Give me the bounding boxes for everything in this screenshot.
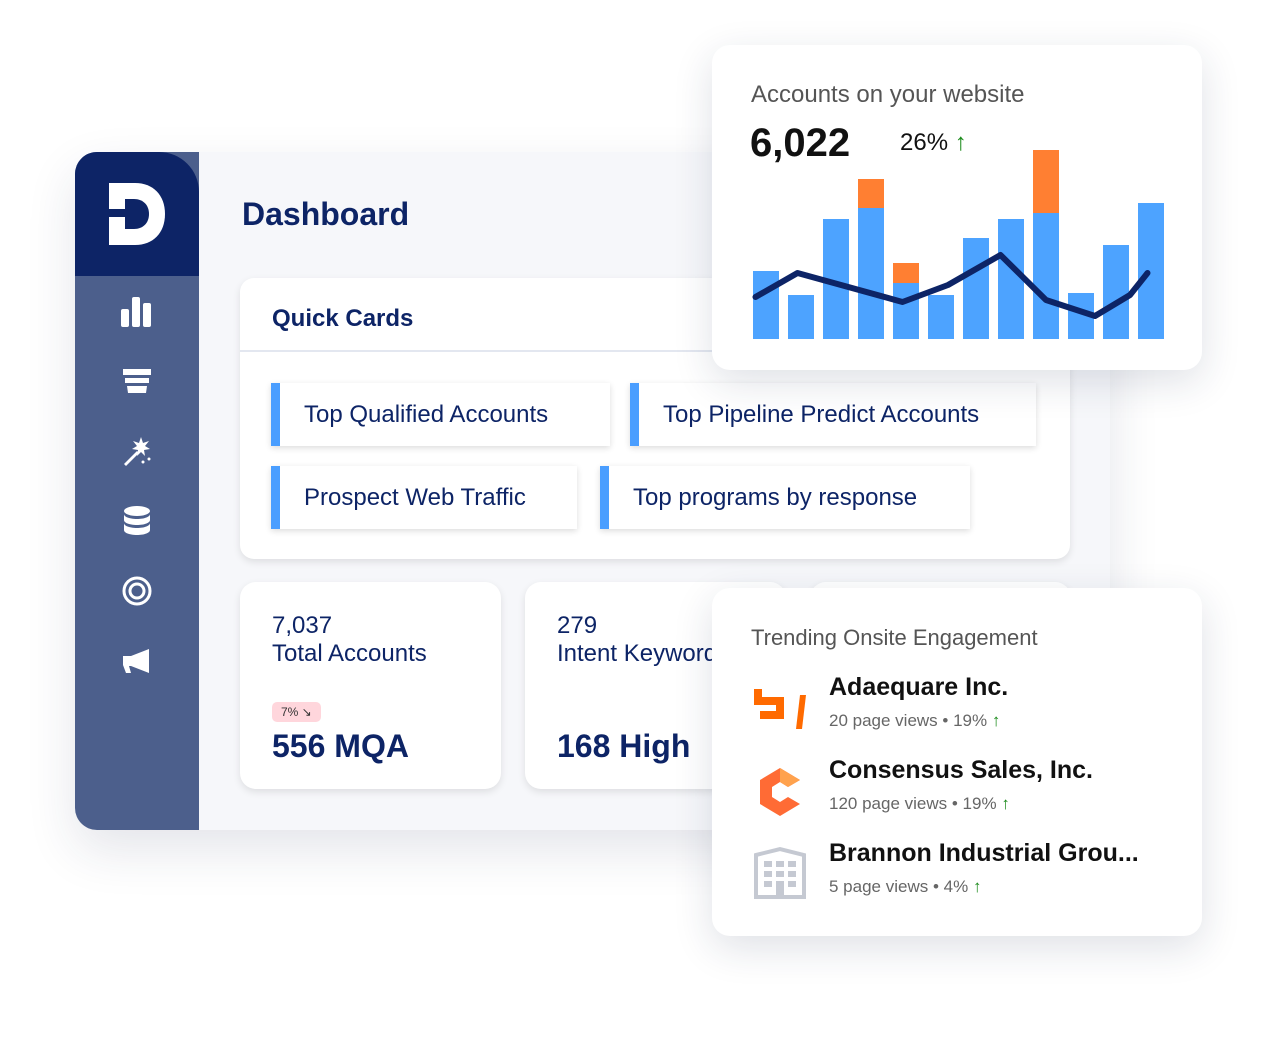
- company-stats: 5 page views • 4% ↑: [829, 877, 982, 896]
- logo[interactable]: [75, 152, 199, 276]
- magic-wand-icon: [124, 437, 151, 466]
- accounts-change: 26% ↑: [900, 129, 967, 157]
- trending-item[interactable]: Consensus Sales, Inc. 120 page views • 1…: [752, 756, 1182, 826]
- accounts-chart: [752, 150, 1164, 339]
- arrow-up-icon: ↑: [1001, 794, 1010, 813]
- bar-chart-icon: [121, 297, 151, 327]
- quick-cards-title: Quick Cards: [272, 305, 414, 332]
- bar: [893, 283, 919, 339]
- adaequare-logo-icon: [754, 689, 806, 729]
- divider: [240, 350, 1070, 352]
- stat-big: 556 MQA: [272, 728, 409, 764]
- arrow-up-icon: ↑: [972, 877, 982, 896]
- page-title: Dashboard: [242, 196, 410, 232]
- company-name: Adaequare Inc.: [829, 673, 1009, 701]
- bar: [963, 238, 989, 339]
- company-name: Consensus Sales, Inc.: [829, 756, 1093, 784]
- quick-card-top-pipeline[interactable]: Top Pipeline Predict Accounts: [630, 383, 1036, 446]
- target-icon: [122, 576, 152, 606]
- bar: [858, 208, 884, 339]
- trending-card: Trending Onsite Engagement Adaequare Inc…: [712, 588, 1202, 936]
- bar: [1138, 203, 1164, 339]
- accounts-card: Accounts on your website 6,022 26% ↑: [712, 45, 1202, 370]
- change-pct: 19%: [953, 711, 988, 730]
- nav-funnel[interactable]: [75, 346, 199, 416]
- page-views: 20 page views: [829, 711, 938, 730]
- change-badge: 7% ↘: [272, 702, 321, 722]
- megaphone-icon: [123, 649, 149, 673]
- stat-label: Total Accounts: [272, 640, 427, 667]
- stat-big: 168 High: [557, 728, 691, 764]
- change-pct: 19%: [962, 794, 997, 813]
- bar-segment: [893, 263, 919, 283]
- company-name: Brannon Industrial Grou...: [829, 839, 1139, 867]
- stat-number: 279: [557, 612, 598, 639]
- bar: [928, 295, 954, 339]
- trending-item[interactable]: Brannon Industrial Grou... 5 page views …: [752, 839, 1182, 909]
- company-stats: 120 page views • 19% ↑: [829, 794, 1010, 813]
- trend-line: [752, 252, 1151, 319]
- bar-segment: [1033, 150, 1059, 213]
- quick-card-web-traffic[interactable]: Prospect Web Traffic: [271, 466, 577, 529]
- arrow-up-icon: ↑: [954, 129, 967, 156]
- bar: [1103, 245, 1129, 339]
- page-views: 5 page views: [829, 877, 929, 896]
- bar-segment: [858, 179, 884, 208]
- nav-campaigns[interactable]: [75, 626, 199, 696]
- quick-card-top-qualified[interactable]: Top Qualified Accounts: [271, 383, 610, 446]
- accounts-title: Accounts on your website: [751, 81, 1025, 108]
- page-views: 120 page views: [829, 794, 948, 813]
- consensus-logo-icon: [760, 768, 800, 816]
- funnel-icon: [123, 369, 151, 393]
- stat-card-total-accounts[interactable]: 7,037 Total Accounts 7% ↘ 556 MQA: [240, 582, 501, 789]
- bar: [788, 295, 814, 339]
- sidebar: [75, 152, 199, 830]
- logo-d-icon: [109, 183, 165, 245]
- nav-target[interactable]: [75, 556, 199, 626]
- database-icon: [124, 506, 150, 535]
- change-pct: 4%: [943, 877, 969, 896]
- stat-number: 7,037: [272, 612, 333, 639]
- arrow-up-icon: ↑: [991, 711, 1001, 730]
- nav-analytics[interactable]: [75, 276, 199, 346]
- trending-item[interactable]: Adaequare Inc. 20 page views • 19% ↑: [752, 673, 1182, 743]
- bar: [998, 219, 1024, 339]
- trending-title: Trending Onsite Engagement: [751, 625, 1038, 650]
- bar: [753, 271, 779, 339]
- stat-label: Intent Keywords: [557, 640, 730, 667]
- quick-card-top-programs[interactable]: Top programs by response: [600, 466, 970, 529]
- nav-data[interactable]: [75, 486, 199, 556]
- building-icon: [754, 846, 806, 899]
- bar: [1033, 213, 1059, 339]
- change-value: 26%: [900, 129, 949, 156]
- nav-magic[interactable]: [75, 416, 199, 486]
- company-stats: 20 page views • 19% ↑: [829, 711, 1001, 730]
- quick-cards-panel: Quick Cards Top Qualified Accounts Top P…: [240, 278, 1070, 559]
- accounts-value: 6,022: [750, 121, 851, 165]
